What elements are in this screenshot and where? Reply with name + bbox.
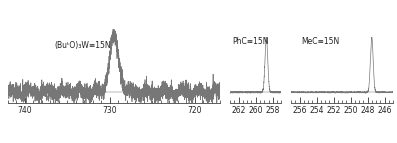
Text: MeC≡15N: MeC≡15N	[301, 37, 339, 46]
Text: (BuᵗO)₃W≡15N: (BuᵗO)₃W≡15N	[55, 41, 111, 50]
Text: PhC≡15N: PhC≡15N	[232, 37, 268, 46]
